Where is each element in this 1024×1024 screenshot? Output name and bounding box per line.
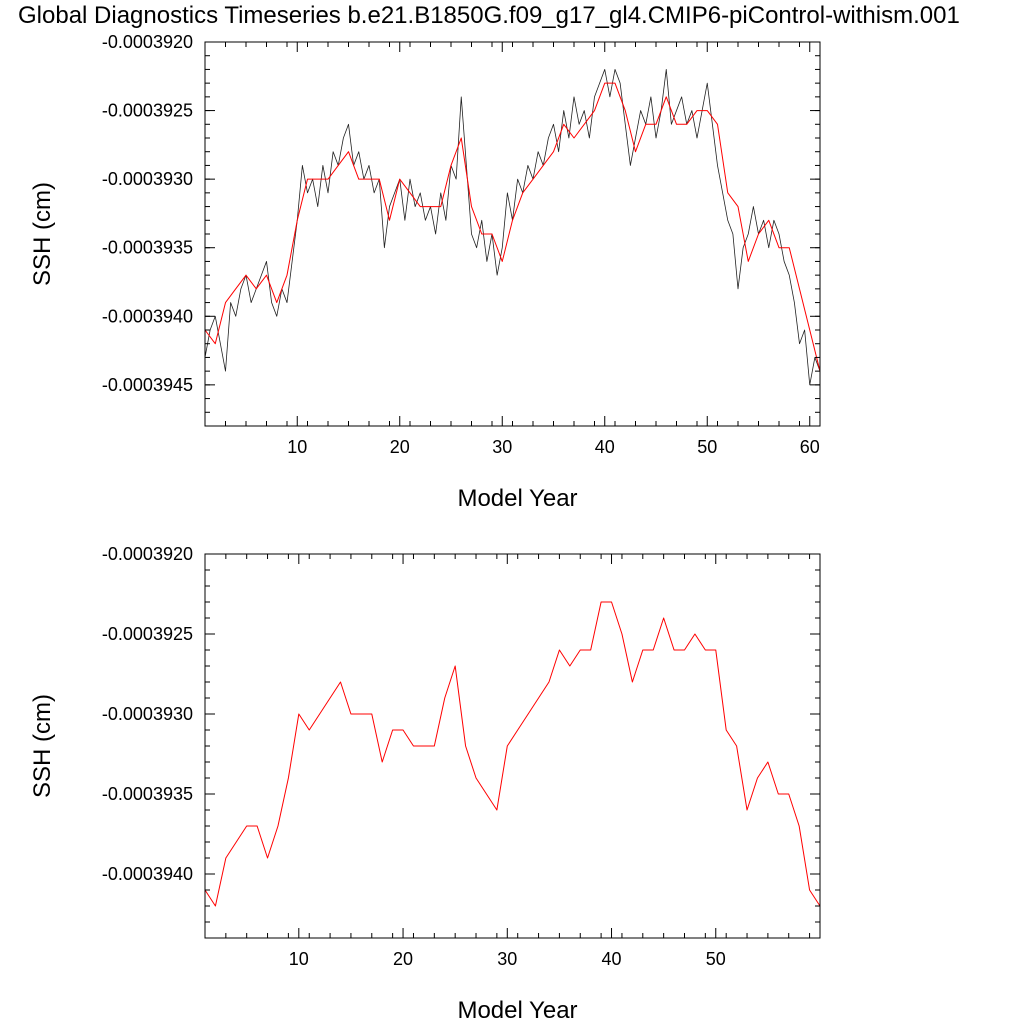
y-tick-label: -0.0003925 [102, 624, 193, 644]
y-tick-label: -0.0003925 [102, 101, 193, 121]
x-tick-label: 60 [800, 437, 820, 457]
y-tick-label: -0.0003930 [102, 704, 193, 724]
x-tick-label: 10 [289, 949, 309, 969]
x-tick-label: 30 [492, 437, 512, 457]
y-tick-label: -0.0003945 [102, 375, 193, 395]
y-tick-label: -0.0003920 [102, 544, 193, 564]
x-tick-label: 20 [390, 437, 410, 457]
x-tick-label: 10 [287, 437, 307, 457]
x-tick-label: 50 [697, 437, 717, 457]
x-axis-title: Model Year [457, 485, 577, 512]
x-tick-label: 50 [706, 949, 726, 969]
annual-series-line [204, 82, 821, 372]
y-tick-label: -0.0003920 [102, 32, 193, 52]
y-tick-label: -0.0003930 [102, 169, 193, 189]
x-tick-label: 20 [393, 949, 413, 969]
y-tick-label: -0.0003935 [102, 238, 193, 258]
x-axis-title: Model Year [457, 997, 577, 1024]
x-tick-label: 40 [595, 437, 615, 457]
top-panel: 10 20 30 40 50 60 -0.0003920 -0.0003925 -0.00039… [29, 32, 821, 512]
y-tick-label: -0.0003940 [102, 864, 193, 884]
plot-frame [204, 553, 821, 939]
monthly-series-line [204, 69, 821, 386]
page-title: Global Diagnostics Timeseries b.e21.B185… [18, 2, 960, 29]
y-tick-label: -0.0003935 [102, 784, 193, 804]
x-tick-label: 30 [497, 949, 517, 969]
y-axis-title: SSH (cm) [29, 182, 56, 286]
y-tick-label: -0.0003940 [102, 306, 193, 326]
y-axis-title: SSH (cm) [29, 694, 56, 798]
plot-frame [204, 41, 821, 427]
x-tick-label: 40 [602, 949, 622, 969]
bottom-panel: 10 20 30 40 50 -0.0003920 -0.0003925 -0.0003930… [29, 544, 821, 1024]
annual-series-line [204, 601, 821, 907]
